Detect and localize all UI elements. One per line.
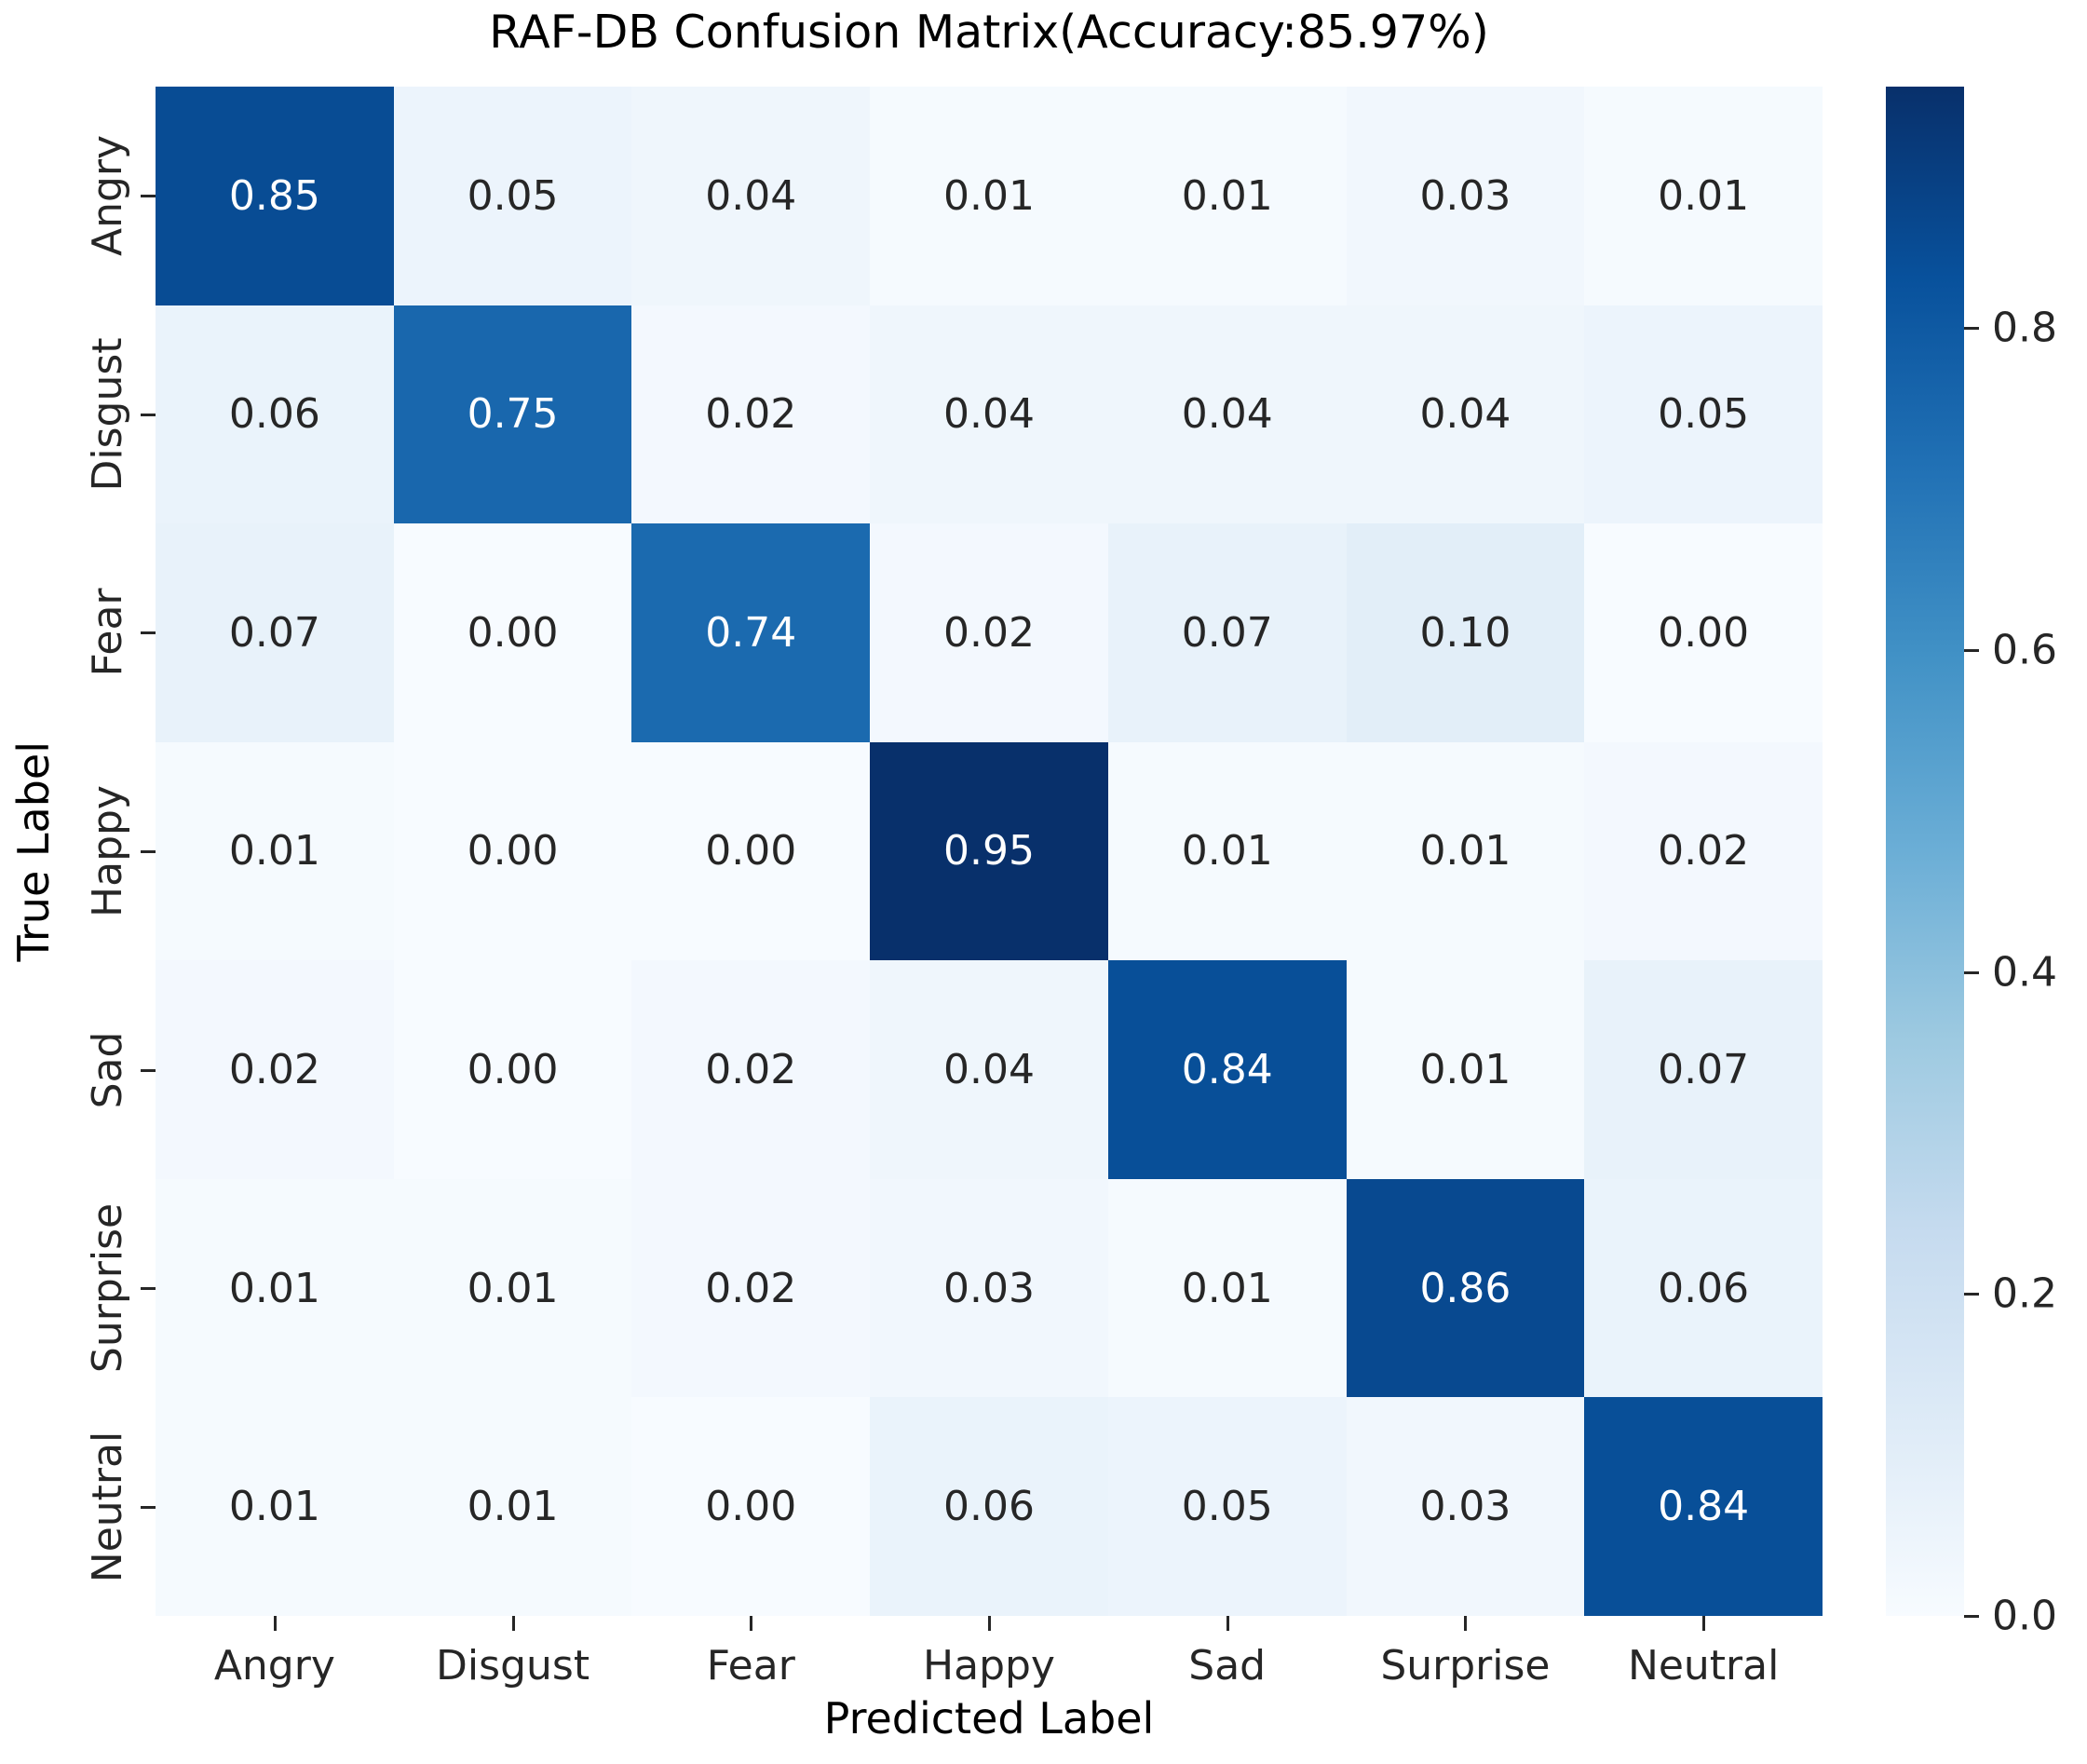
colorbar-tick-label-0.0: 0.0 xyxy=(1992,1592,2057,1640)
heatmap-cell-happy-angry: 0.01 xyxy=(156,741,394,961)
heatmap-cell-angry-angry: 0.85 xyxy=(156,87,394,305)
x-tick-mark xyxy=(273,1616,277,1631)
plot-area: 0.85 0.05 0.04 0.01 0.01 0.03 0.01 0.06 0.75 0.02… xyxy=(156,87,1823,1616)
heatmap-cell-sad-angry: 0.02 xyxy=(156,960,394,1179)
colorbar-tick-label-0.6: 0.6 xyxy=(1992,626,2057,674)
y-axis: Angry Disgust Fear Happy Sad Surprise Neutral xyxy=(0,87,156,1616)
heatmap-cell-disgust-surprise: 0.04 xyxy=(1346,305,1585,524)
heatmap: 0.85 0.05 0.04 0.01 0.01 0.03 0.01 0.06 0.75 0.02… xyxy=(156,87,1823,1616)
heatmap-cell-neutral-fear: 0.00 xyxy=(631,1397,871,1616)
heatmap-cell-disgust-disgust: 0.75 xyxy=(393,305,632,524)
heatmap-cell-surprise-surprise: 0.86 xyxy=(1346,1178,1585,1398)
colorbar-tick-label-0.8: 0.8 xyxy=(1992,304,2057,352)
heatmap-cell-happy-neutral: 0.02 xyxy=(1584,741,1823,961)
heatmap-cell-angry-surprise: 0.03 xyxy=(1346,87,1585,305)
x-tick-label-surprise: Surprise xyxy=(1380,1642,1551,1689)
y-tick-label-sad: Sad xyxy=(84,1031,131,1108)
colorbar-tick-label-0.2: 0.2 xyxy=(1992,1269,2057,1318)
heatmap-cell-fear-neutral: 0.00 xyxy=(1584,523,1823,742)
y-tick-label-angry: Angry xyxy=(84,135,131,257)
y-tick-mark xyxy=(141,413,156,416)
x-tick-label-sad: Sad xyxy=(1188,1642,1267,1689)
heatmap-cell-disgust-angry: 0.06 xyxy=(156,305,394,524)
x-tick-label-angry: Angry xyxy=(213,1642,335,1689)
heatmap-cell-disgust-sad: 0.04 xyxy=(1107,305,1347,524)
heatmap-cell-neutral-happy: 0.06 xyxy=(870,1397,1108,1616)
heatmap-cell-sad-happy: 0.04 xyxy=(870,960,1108,1179)
heatmap-cell-neutral-surprise: 0.03 xyxy=(1346,1397,1585,1616)
x-tick-mark xyxy=(1702,1616,1706,1631)
y-tick-mark xyxy=(141,195,156,198)
heatmap-cell-fear-sad: 0.07 xyxy=(1107,523,1347,742)
heatmap-cell-surprise-disgust: 0.01 xyxy=(393,1178,632,1398)
heatmap-cell-surprise-neutral: 0.06 xyxy=(1584,1178,1823,1398)
y-tick-mark xyxy=(141,631,156,635)
heatmap-cell-disgust-happy: 0.04 xyxy=(870,305,1108,524)
heatmap-cell-sad-surprise: 0.01 xyxy=(1346,960,1585,1179)
colorbar-tick-mark xyxy=(1964,970,1979,974)
heatmap-cell-fear-angry: 0.07 xyxy=(156,523,394,742)
colorbar: 0.8 0.6 0.4 0.2 0.0 xyxy=(1886,87,2057,1640)
heatmap-cell-happy-sad: 0.01 xyxy=(1107,741,1347,961)
y-tick-label-fear: Fear xyxy=(84,588,131,677)
y-tick-mark xyxy=(141,1068,156,1072)
colorbar-tick-mark xyxy=(1964,1293,1979,1296)
heatmap-cell-happy-fear: 0.00 xyxy=(631,741,871,961)
heatmap-cell-surprise-fear: 0.02 xyxy=(631,1178,871,1398)
heatmap-cell-angry-happy: 0.01 xyxy=(870,87,1108,305)
y-tick-label-surprise: Surprise xyxy=(84,1203,131,1374)
chart-title: RAF-DB Confusion Matrix(Accuracy:85.97%) xyxy=(489,6,1489,59)
heatmap-cell-neutral-sad: 0.05 xyxy=(1107,1397,1347,1616)
heatmap-cell-angry-fear: 0.04 xyxy=(631,87,871,305)
heatmap-cell-fear-disgust: 0.00 xyxy=(393,523,632,742)
heatmap-cell-angry-disgust: 0.05 xyxy=(393,87,632,305)
heatmap-cell-fear-surprise: 0.10 xyxy=(1346,523,1585,742)
heatmap-cell-fear-happy: 0.02 xyxy=(870,523,1108,742)
heatmap-cell-surprise-angry: 0.01 xyxy=(156,1178,394,1398)
y-tick-label-neutral: Neutral xyxy=(84,1431,131,1582)
colorbar-tick-label-0.4: 0.4 xyxy=(1992,948,2057,997)
y-tick-mark xyxy=(141,1287,156,1291)
heatmap-cell-sad-disgust: 0.00 xyxy=(393,960,632,1179)
heatmap-cell-sad-neutral: 0.07 xyxy=(1584,960,1823,1179)
heatmap-cell-happy-happy: 0.95 xyxy=(870,741,1108,961)
heatmap-cell-angry-sad: 0.01 xyxy=(1107,87,1347,305)
x-tick-label-happy: Happy xyxy=(923,1642,1055,1689)
heatmap-cell-neutral-disgust: 0.01 xyxy=(393,1397,632,1616)
x-tick-mark xyxy=(1226,1616,1229,1631)
x-tick-mark xyxy=(750,1616,753,1631)
x-tick-label-disgust: Disgust xyxy=(436,1642,590,1689)
heatmap-cell-neutral-angry: 0.01 xyxy=(156,1397,394,1616)
x-axis: Angry Disgust Fear Happy Sad Surprise Neutral xyxy=(156,1616,1823,1728)
x-tick-mark xyxy=(988,1616,991,1631)
heatmap-cell-happy-surprise: 0.01 xyxy=(1346,741,1585,961)
y-tick-mark xyxy=(141,850,156,853)
y-tick-label-disgust: Disgust xyxy=(84,337,131,492)
heatmap-cell-neutral-neutral: 0.84 xyxy=(1584,1397,1823,1616)
heatmap-cell-happy-disgust: 0.00 xyxy=(393,741,632,961)
heatmap-cell-disgust-neutral: 0.05 xyxy=(1584,305,1823,524)
colorbar-tick-mark xyxy=(1964,327,1979,331)
y-tick-label-happy: Happy xyxy=(84,785,131,917)
heatmap-cell-fear-fear: 0.74 xyxy=(631,523,871,742)
heatmap-cell-surprise-sad: 0.01 xyxy=(1107,1178,1347,1398)
colorbar-tick-mark xyxy=(1964,1615,1979,1618)
heatmap-cell-sad-sad: 0.84 xyxy=(1107,960,1347,1179)
y-tick-mark xyxy=(141,1505,156,1509)
heatmap-cell-sad-fear: 0.02 xyxy=(631,960,871,1179)
x-tick-mark xyxy=(1464,1616,1468,1631)
x-tick-mark xyxy=(511,1616,515,1631)
heatmap-cell-disgust-fear: 0.02 xyxy=(631,305,871,524)
x-tick-label-neutral: Neutral xyxy=(1627,1642,1780,1689)
colorbar-gradient xyxy=(1886,87,1964,1616)
x-tick-label-fear: Fear xyxy=(706,1642,795,1689)
x-axis-title: Predicted Label xyxy=(823,1693,1155,1744)
heatmap-cell-angry-neutral: 0.01 xyxy=(1584,87,1823,305)
colorbar-tick-mark xyxy=(1964,648,1979,652)
heatmap-cell-surprise-happy: 0.03 xyxy=(870,1178,1108,1398)
